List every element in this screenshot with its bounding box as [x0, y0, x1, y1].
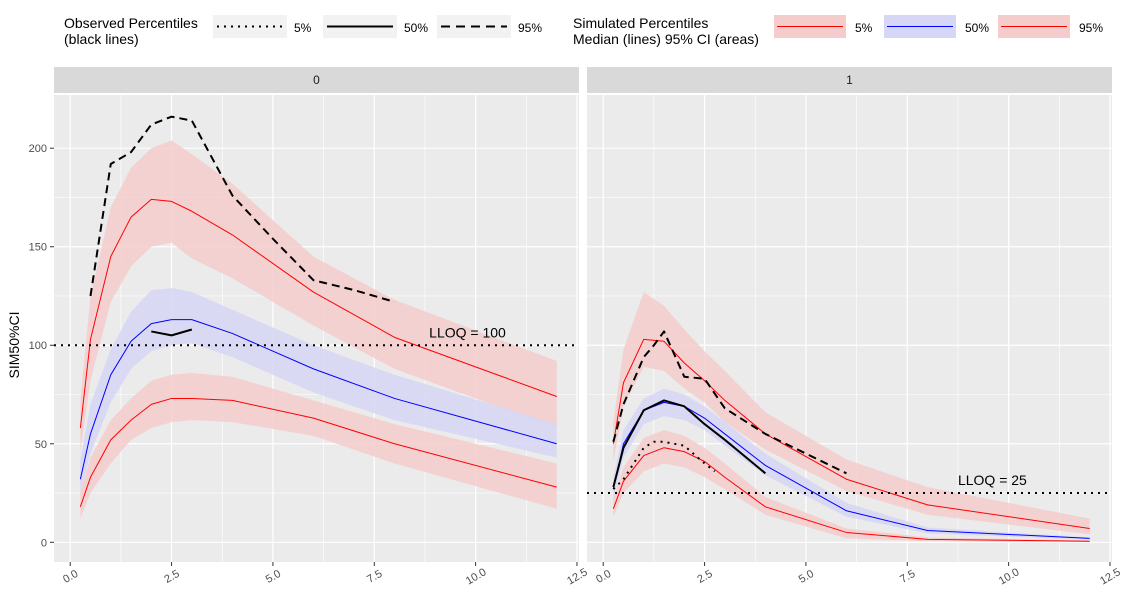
- x-tick-label: 5.0: [264, 568, 283, 586]
- observed-legend-key-bg: [213, 15, 287, 38]
- obs-p95-line: [612, 330, 847, 475]
- facet-strip-label: 0: [313, 73, 320, 87]
- sim-p5-ci-area: [80, 372, 557, 519]
- obs-p50-line: [612, 399, 767, 488]
- facet-strip: [54, 67, 579, 93]
- facet-strip: [587, 67, 1112, 93]
- x-tick-label: 7.5: [365, 568, 384, 586]
- x-tick-label: 10.0: [464, 566, 489, 587]
- x-tick-label: 2.5: [162, 568, 181, 586]
- legend: Observed Percentiles(black lines) 5% 50% 95…: [64, 15, 1103, 47]
- x-tick-label: 2.5: [695, 568, 714, 586]
- x-tick-label: 10.0: [997, 566, 1022, 587]
- sim-p5-median-line: [79, 397, 557, 507]
- obs-p95-line: [89, 115, 395, 303]
- sim-p50-ci-area: [80, 288, 557, 494]
- y-tick-label: 150: [29, 242, 47, 254]
- sim-p50-median-line: [79, 319, 557, 480]
- observed-legend-label: 5%: [294, 21, 312, 35]
- y-tick-label: 0: [41, 537, 47, 549]
- facet-strip-label: 1: [846, 73, 853, 87]
- sim-p5-median-line: [612, 447, 1090, 542]
- y-axis-title: SIM50%CI: [6, 312, 22, 379]
- simulated-legend-title: Simulated Percentiles: [573, 15, 708, 31]
- sim-p95-ci-area: [613, 292, 1090, 535]
- x-tick-label: 5.0: [797, 568, 816, 586]
- panel-0: 0 LLOQ = 100 0.0 2.5 5.0 7.5 10.0 12.5 0 50 100 150…: [29, 67, 590, 587]
- lloq-label: LLOQ = 25: [958, 472, 1027, 488]
- y-tick-label: 100: [29, 340, 47, 352]
- x-tick-label: 0.0: [594, 568, 613, 586]
- y-tick-label: 50: [35, 439, 47, 451]
- x-tick-label: 12.5: [565, 566, 590, 587]
- observed-legend-subtitle: (black lines): [64, 31, 139, 47]
- sim-p95-median-line: [79, 198, 557, 429]
- observed-legend-label: 95%: [518, 21, 542, 35]
- obs-p50-line: [151, 328, 193, 337]
- simulated-legend-label: 50%: [965, 21, 989, 35]
- x-tick-label: 0.0: [61, 568, 80, 586]
- simulated-legend-label: 5%: [855, 21, 873, 35]
- x-tick-label: 12.5: [1098, 566, 1122, 587]
- panel-1: 1 LLOQ = 25 0.0 2.5 5.0 7.5 10.0 12.5: [587, 67, 1122, 587]
- simulated-legend-label: 95%: [1079, 21, 1103, 35]
- sim-p95-median-line: [612, 338, 1090, 529]
- y-tick-label: 200: [29, 143, 47, 155]
- x-tick-label: 7.5: [898, 568, 917, 586]
- observed-legend-title: Observed Percentiles: [64, 15, 198, 31]
- lloq-label: LLOQ = 100: [429, 324, 506, 340]
- simulated-legend-subtitle: Median (lines) 95% CI (areas): [573, 31, 759, 47]
- observed-legend-label: 50%: [404, 21, 428, 35]
- sim-p95-ci-area: [80, 140, 557, 452]
